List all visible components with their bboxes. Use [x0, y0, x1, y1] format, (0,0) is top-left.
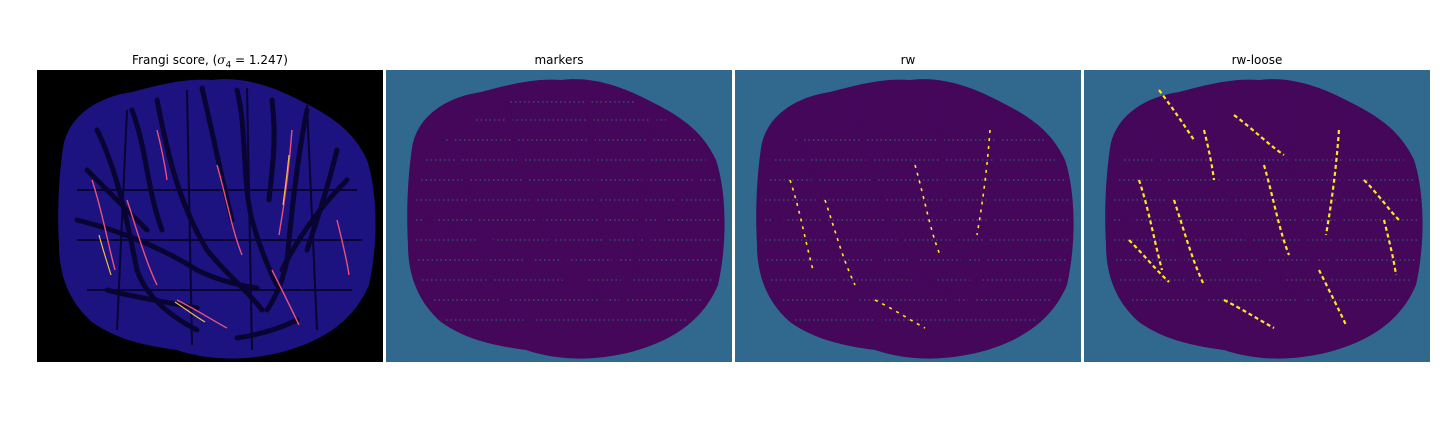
frangi-title: Frangi score, (σ4 = 1.247) — [132, 53, 288, 71]
vessel-network — [423, 87, 699, 333]
rw-speckle — [765, 139, 1070, 321]
vessel-network — [772, 87, 1008, 333]
markers-title: markers — [534, 53, 584, 67]
rw-loose-title: rw-loose — [1231, 53, 1283, 67]
rw-panel: rw — [735, 0, 1081, 432]
markers-image — [386, 70, 732, 362]
markers-panel: markers — [386, 0, 732, 432]
tissue-region — [756, 79, 1074, 359]
frangi-panel: Frangi score, (σ4 = 1.247) — [37, 0, 383, 432]
vessel-network-fine — [77, 87, 362, 351]
tissue-region — [407, 79, 725, 359]
sigma-subscript: 4 — [225, 60, 232, 71]
rw-loose-panel: rw-loose — [1084, 0, 1430, 432]
rw-loose-segmented — [1128, 89, 1400, 329]
rw-loose-image — [1084, 70, 1430, 362]
rw-loose-speckle — [1114, 159, 1419, 301]
rw-image — [735, 70, 1081, 362]
frangi-highlights — [91, 129, 350, 329]
sigma-symbol: σ — [217, 53, 226, 67]
vessel-network — [1121, 87, 1357, 333]
rw-segmented — [789, 129, 991, 329]
frangi-bright — [98, 154, 290, 323]
vessel-network — [74, 85, 350, 341]
tissue-region — [1105, 79, 1423, 359]
frangi-image — [37, 70, 383, 362]
tissue-region — [58, 79, 376, 359]
rw-title: rw — [900, 53, 916, 67]
